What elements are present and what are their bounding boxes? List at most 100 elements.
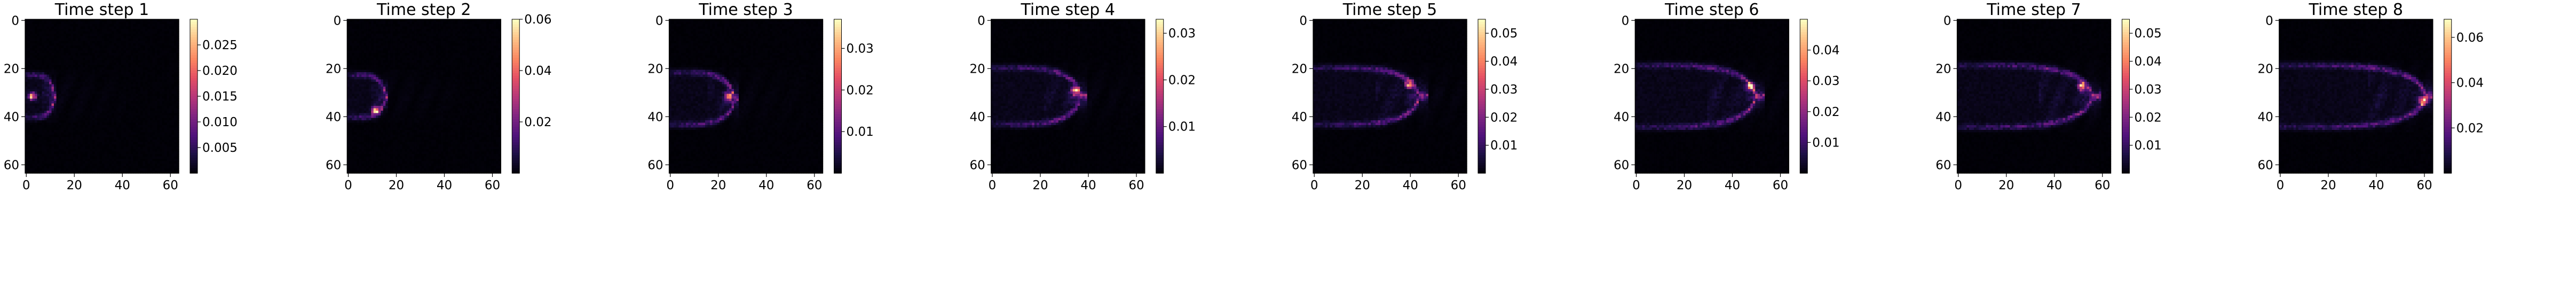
heatmap-cell xyxy=(162,27,165,29)
heatmap-cell xyxy=(88,152,90,155)
heatmap-cell xyxy=(88,65,90,68)
heatmap-cell xyxy=(119,133,122,135)
heatmap-cell xyxy=(105,43,107,46)
heatmap-cell xyxy=(148,99,151,102)
heatmap-cell xyxy=(414,41,417,44)
heatmap-cell xyxy=(172,19,175,22)
heatmap-cell xyxy=(174,84,177,87)
heatmap-cell xyxy=(112,75,114,78)
heatmap-cell xyxy=(71,91,74,94)
heatmap-cell xyxy=(73,142,76,145)
heatmap-cell xyxy=(140,147,143,150)
heatmap-cell xyxy=(64,96,66,99)
heatmap-cell xyxy=(28,72,30,75)
heatmap-cell xyxy=(71,72,74,75)
heatmap-cell xyxy=(42,82,45,84)
heatmap-cell xyxy=(477,27,479,29)
heatmap-cell xyxy=(167,53,170,56)
heatmap-cell xyxy=(169,58,172,60)
heatmap-cell xyxy=(100,130,102,133)
heatmap-cell xyxy=(129,168,131,171)
heatmap-cell xyxy=(153,152,155,155)
heatmap-cell xyxy=(131,157,133,159)
heatmap-cell xyxy=(83,168,85,171)
heatmap-cell xyxy=(446,19,448,22)
heatmap-cell xyxy=(160,51,162,53)
heatmap-cell xyxy=(92,89,95,92)
heatmap-cell xyxy=(153,60,155,63)
heatmap-cell xyxy=(160,115,162,118)
heatmap-cell xyxy=(83,130,85,133)
heatmap-cell xyxy=(160,24,162,27)
heatmap-cell xyxy=(155,70,157,73)
heatmap-cell xyxy=(121,60,124,63)
heatmap-cell xyxy=(102,43,105,46)
heatmap-cell xyxy=(150,75,153,78)
heatmap-cell xyxy=(143,140,146,142)
heatmap-cell xyxy=(433,34,436,36)
heatmap-cell xyxy=(160,106,162,109)
heatmap-cell xyxy=(352,27,354,29)
heatmap-cell xyxy=(167,154,170,157)
heatmap-cell xyxy=(105,96,107,99)
heatmap-cell xyxy=(405,27,407,29)
heatmap-cell xyxy=(66,164,69,166)
heatmap-cell xyxy=(124,128,127,130)
heatmap-cell xyxy=(107,130,109,133)
heatmap-cell xyxy=(85,120,88,123)
heatmap-cell xyxy=(71,113,74,116)
heatmap-cell xyxy=(76,159,78,161)
heatmap-cell xyxy=(357,27,359,29)
heatmap-cell xyxy=(78,70,81,73)
heatmap-cell xyxy=(371,29,374,32)
heatmap-cell xyxy=(88,19,90,22)
heatmap-cell xyxy=(148,38,151,41)
heatmap-cell xyxy=(460,41,463,44)
heatmap-cell xyxy=(153,130,155,133)
heatmap-cell xyxy=(162,63,165,65)
heatmap-cell xyxy=(160,168,162,171)
heatmap-cell xyxy=(28,99,30,102)
heatmap-cell xyxy=(121,84,124,87)
heatmap-cell xyxy=(153,144,155,147)
heatmap-cell xyxy=(88,75,90,78)
heatmap-cell xyxy=(378,41,381,44)
heatmap-cell xyxy=(486,19,489,22)
heatmap-cell xyxy=(71,125,74,128)
heatmap-cell xyxy=(174,96,177,99)
heatmap-cell xyxy=(76,75,78,78)
heatmap-cell xyxy=(78,96,81,99)
heatmap-cell xyxy=(467,36,470,39)
heatmap-cell xyxy=(37,41,40,44)
heatmap-cell xyxy=(52,48,54,51)
heatmap-cell xyxy=(25,63,28,65)
heatmap-cell xyxy=(148,70,151,73)
heatmap-cell xyxy=(164,60,167,63)
heatmap-cell xyxy=(150,72,153,75)
heatmap-cell xyxy=(169,115,172,118)
heatmap-cell xyxy=(44,80,47,82)
heatmap-cell xyxy=(35,147,37,150)
heatmap-cell xyxy=(73,125,76,128)
heatmap-cell xyxy=(148,120,151,123)
heatmap-cell xyxy=(100,133,102,135)
heatmap-cell xyxy=(479,22,482,25)
heatmap-cell xyxy=(150,115,153,118)
heatmap-cell xyxy=(455,27,458,29)
heatmap-cell xyxy=(76,46,78,49)
heatmap-cell xyxy=(414,48,417,51)
heatmap-cell xyxy=(52,91,54,94)
heatmap-cell xyxy=(95,133,98,135)
heatmap-cell xyxy=(174,65,177,68)
heatmap-cell xyxy=(412,46,415,49)
heatmap-cell xyxy=(25,43,28,46)
heatmap-cell xyxy=(105,166,107,169)
heatmap-cell xyxy=(157,109,160,111)
heatmap-cell xyxy=(443,24,446,27)
heatmap-cell xyxy=(121,56,124,58)
heatmap-cell xyxy=(25,48,28,51)
heatmap-cell xyxy=(148,22,151,25)
heatmap-cell xyxy=(160,137,162,140)
heatmap-cell xyxy=(455,36,458,39)
heatmap-cell xyxy=(136,46,138,49)
